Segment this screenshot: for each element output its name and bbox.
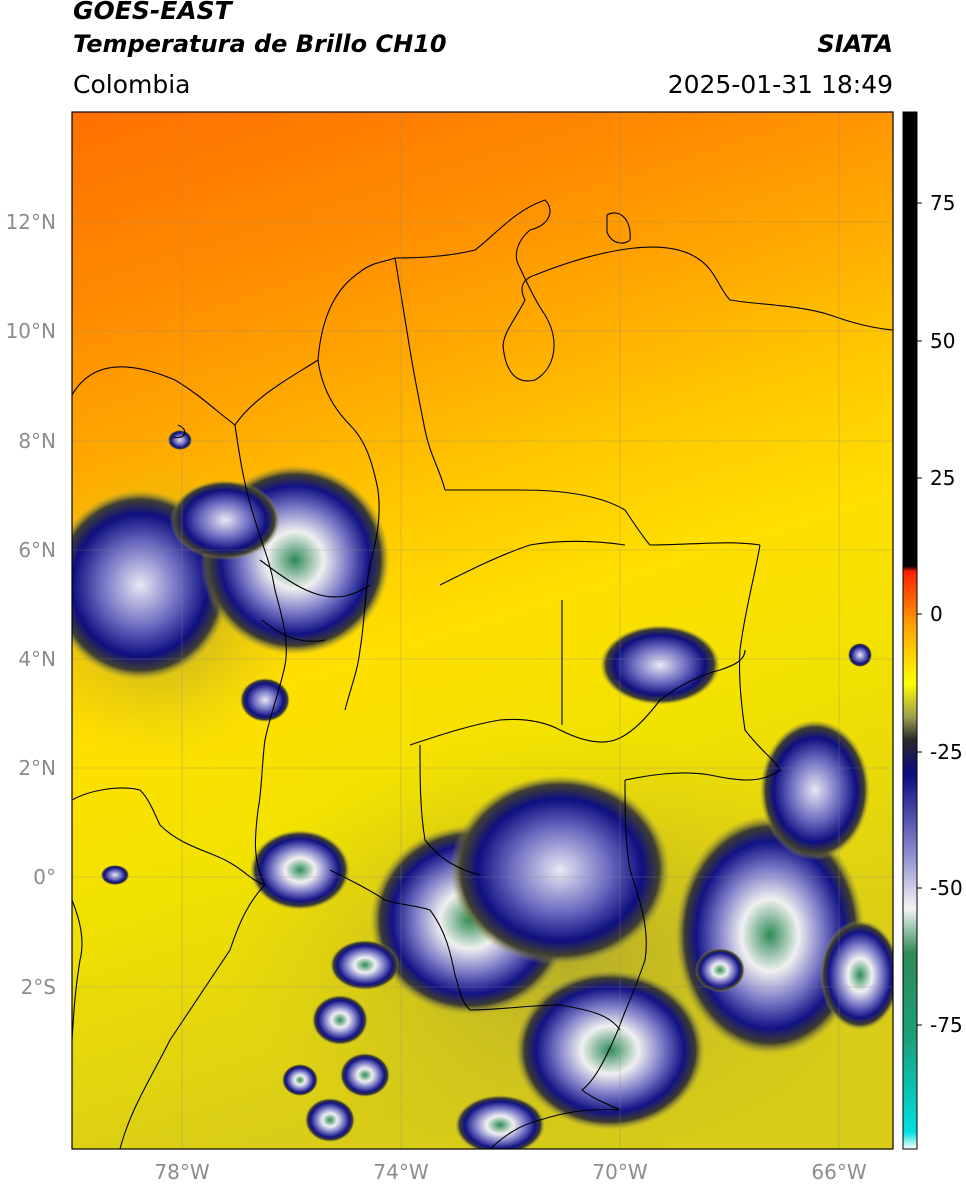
colorbar-tick-75: 75 [930,191,956,215]
brightness-temperature-field [72,112,893,1149]
colorbar-tick-50: 50 [930,329,956,353]
graticule [72,112,893,1149]
colorbar-tick-minus75: -75 [930,1013,963,1037]
lat-label-6n: 6°N [18,538,56,562]
lat-label-2n: 2°N [18,756,56,780]
coastlines-and-borders [72,199,893,1149]
lat-label-12n: 12°N [5,210,56,234]
lat-label-4n: 4°N [18,647,56,671]
colorbar-tick-minus50: -50 [930,876,963,900]
agency-label: SIATA [817,30,893,58]
colorbar-gradient [902,111,918,1150]
colorbar [902,111,922,1150]
region-label: Colombia [73,70,191,99]
colorbar-tick-0: 0 [930,602,943,626]
lat-label-0: 0° [33,865,56,889]
colorbar-tick-25: 25 [930,466,956,490]
colorbar-tick-minus25: -25 [930,740,963,764]
lat-label-2s: 2°S [20,975,56,999]
map-frame [71,111,894,1150]
lon-label-78w: 78°W [154,1160,210,1184]
product-title: Temperatura de Brillo CH10 [73,30,447,58]
lon-label-74w: 74°W [373,1160,429,1184]
satellite-title: GOES-EAST [73,0,232,25]
datetime-label: 2025-01-31 18:49 [667,70,893,99]
lon-label-70w: 70°W [592,1160,648,1184]
lon-label-66w: 66°W [811,1160,867,1184]
lat-label-8n: 8°N [18,429,56,453]
lat-label-10n: 10°N [5,319,56,343]
